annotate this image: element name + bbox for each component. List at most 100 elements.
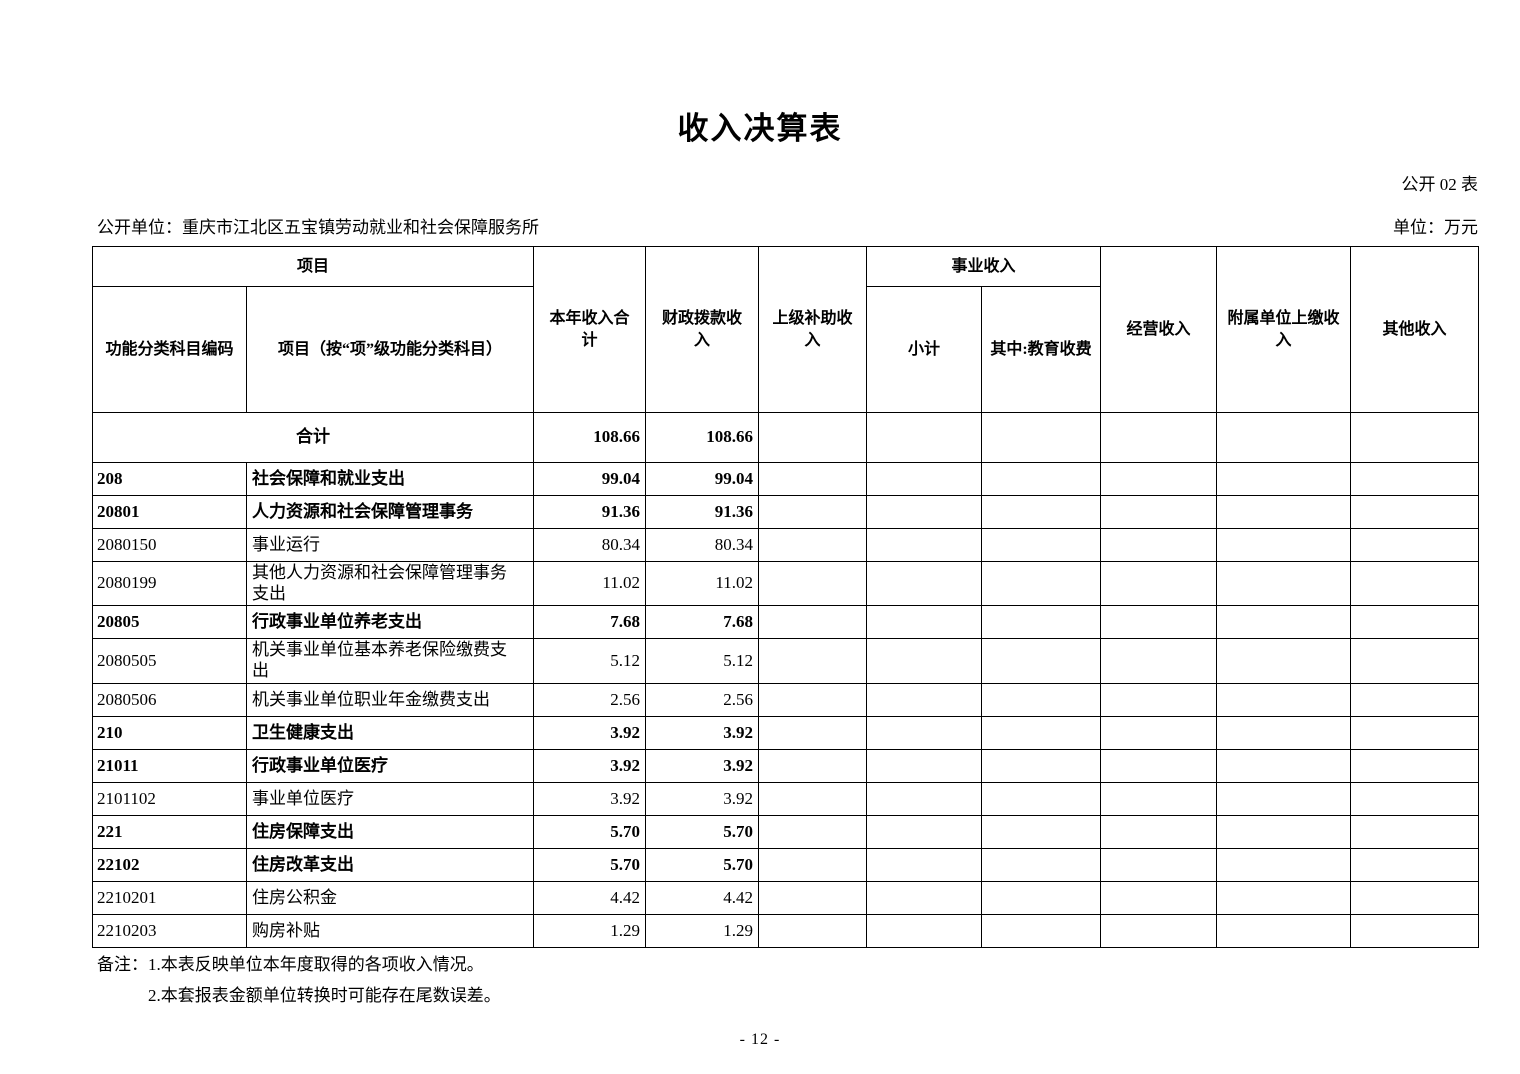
cell-other-income [1350,605,1480,640]
table-row: 2080506 机关事业单位职业年金缴费支出 2.56 2.56 [92,682,1480,717]
cell-business-subtotal [866,528,983,562]
header-item-by-level: 项目（按“项”级功能分类科目） [245,286,535,413]
cell-item-name: 行政事业单位医疗 [245,748,535,783]
header-function-code: 功能分类科目编码 [92,286,247,413]
cell-operating-income [1100,814,1218,849]
cell-business-subtotal [866,847,983,882]
table-row: 22102 住房改革支出 5.70 5.70 [92,847,1480,882]
cell-other-income [1350,528,1480,562]
cell-operating-income [1100,528,1218,562]
cell-total-income: 99.04 [533,462,647,496]
cell-function-code: 2210201 [92,880,247,915]
cell-education-fee [981,880,1102,915]
cell-function-code: 2210203 [92,913,247,948]
notes-block: 备注：1.本表反映单位本年度取得的各项收入情况。 2.本套报表金额单位转换时可能… [97,949,501,1011]
cell-item-name: 住房改革支出 [245,847,535,882]
table-header: 项目 本年收入合计 财政拨款收入 上级补助收入 事业收入 经营收入 附属单位上缴… [91,246,1480,413]
cell-fiscal-appropriation-income: 7.68 [645,605,760,640]
publish-unit-label: 公开单位：重庆市江北区五宝镇劳动就业和社会保障服务所 [97,218,539,237]
cell-business-subtotal [866,781,983,816]
cell-total-income: 2.56 [533,682,647,717]
cell-fiscal-appropriation-income: 1.29 [645,913,760,948]
cell-fiscal-appropriation-income: 3.92 [645,781,760,816]
cell-other-income [1350,913,1480,948]
cell-affiliated-unit-income [1216,847,1352,882]
cell-operating-income [1100,880,1218,915]
cell-item-name: 事业运行 [245,528,535,562]
table-row: 208 社会保障和就业支出 99.04 99.04 [92,462,1480,496]
unit-line: 公开单位：重庆市江北区五宝镇劳动就业和社会保障服务所 单位：万元 [97,213,1478,238]
cell-superior-subsidy-income [758,913,868,948]
cell-superior-subsidy-income [758,880,868,915]
cell-other-income [1350,682,1480,717]
cell-function-code: 2080505 [92,638,247,684]
cell-total-income: 3.92 [533,715,647,750]
cell-operating-income [1100,748,1218,783]
cell-other-income [1350,715,1480,750]
cell-function-code: 221 [92,814,247,849]
table-row: 2080150 事业运行 80.34 80.34 [92,528,1480,562]
header-superior-subsidy-income: 上级补助收入 [758,246,868,413]
cell-operating-income [1100,605,1218,640]
note-line-1: 备注：1.本表反映单位本年度取得的各项收入情况。 [97,955,484,974]
cell-other-income [1350,781,1480,816]
cell-education-fee [981,847,1102,882]
cell-other-income [1350,814,1480,849]
cell-affiliated-unit-income [1216,560,1352,607]
cell-item-name: 购房补贴 [245,913,535,948]
cell-function-code: 2080506 [92,682,247,717]
cell-total-income: 108.66 [533,412,647,463]
cell-education-fee [981,560,1102,607]
cell-superior-subsidy-income [758,682,868,717]
table-row: 合计 108.66 108.66 [91,412,1480,463]
cell-function-code: 21011 [92,748,247,783]
table-code-label: 公开 02 表 [1401,175,1479,194]
cell-business-subtotal [866,412,983,463]
cell-total-income: 5.70 [533,847,647,882]
cell-superior-subsidy-income [758,847,868,882]
page-title: 收入决算表 [677,111,843,146]
note-line-2: 2.本套报表金额单位转换时可能存在尾数误差。 [148,986,501,1005]
cell-superior-subsidy-income [758,638,868,684]
header-total-income: 本年收入合计 [533,246,647,413]
cell-function-code: 208 [92,462,247,496]
cell-education-fee [981,462,1102,496]
amount-unit-label: 单位：万元 [1393,218,1478,237]
cell-education-fee [981,913,1102,948]
cell-function-code: 2101102 [92,781,247,816]
header-education-fee: 其中:教育收费 [981,286,1102,413]
cell-fiscal-appropriation-income: 5.70 [645,814,760,849]
cell-fiscal-appropriation-income: 5.70 [645,847,760,882]
cell-other-income [1350,638,1480,684]
cell-fiscal-appropriation-income: 5.12 [645,638,760,684]
header-fiscal-appropriation-income: 财政拨款收入 [645,246,760,413]
cell-fiscal-appropriation-income: 80.34 [645,528,760,562]
cell-item-name: 卫生健康支出 [245,715,535,750]
cell-affiliated-unit-income [1216,748,1352,783]
cell-superior-subsidy-income [758,715,868,750]
cell-affiliated-unit-income [1216,495,1352,529]
cell-affiliated-unit-income [1216,412,1352,463]
cell-item-name: 机关事业单位基本养老保险缴费支出 [245,638,535,684]
cell-function-code: 2080150 [92,528,247,562]
cell-operating-income [1100,781,1218,816]
table-row: 2080505 机关事业单位基本养老保险缴费支出 5.12 5.12 [92,638,1480,684]
table-row: 2210203 购房补贴 1.29 1.29 [92,913,1480,948]
cell-business-subtotal [866,462,983,496]
cell-education-fee [981,781,1102,816]
cell-other-income [1350,495,1480,529]
cell-fiscal-appropriation-income: 108.66 [645,412,760,463]
cell-function-code: 210 [92,715,247,750]
cell-education-fee [981,495,1102,529]
cell-education-fee [981,528,1102,562]
cell-item-name: 社会保障和就业支出 [245,462,535,496]
cell-total-income: 80.34 [533,528,647,562]
cell-total-income: 7.68 [533,605,647,640]
cell-function-code: 20801 [92,495,247,529]
cell-total-income: 91.36 [533,495,647,529]
cell-operating-income [1100,560,1218,607]
table-row: 20805 行政事业单位养老支出 7.68 7.68 [92,605,1480,640]
cell-function-code: 20805 [92,605,247,640]
page-number: - 12 - [739,1031,781,1048]
cell-education-fee [981,814,1102,849]
